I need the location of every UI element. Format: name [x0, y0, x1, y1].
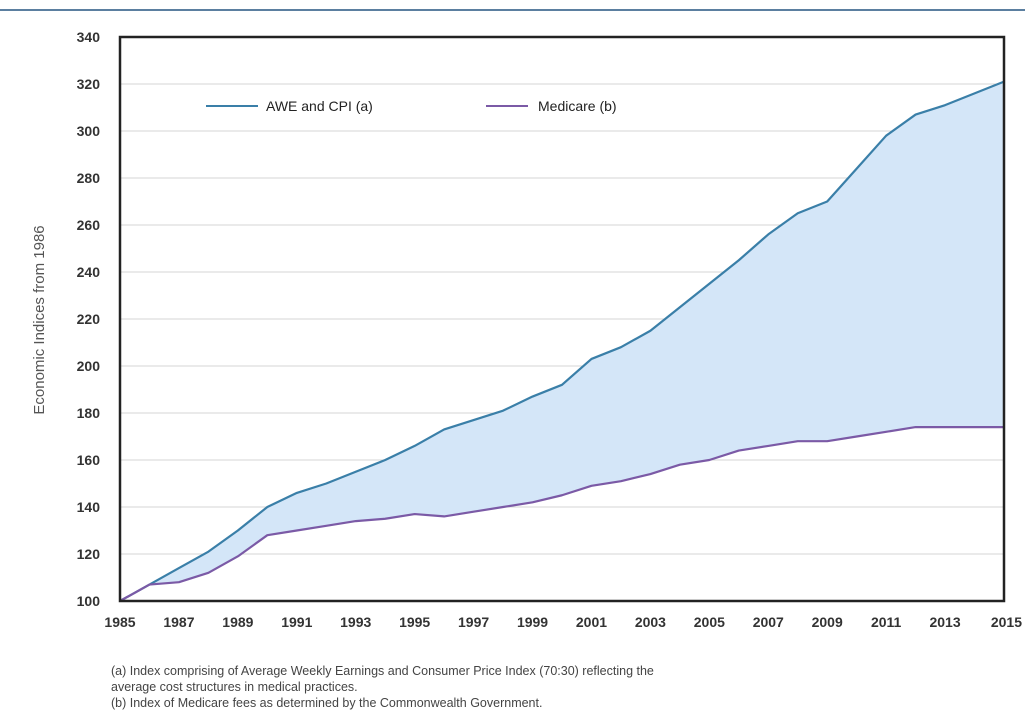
line-chart: 100 120 140 160 180 200 220 240 260 280 300 320 340 1… [31, 29, 1022, 630]
y-axis-label: Economic Indices from 1986 [31, 225, 48, 414]
y-tick-label: 240 [77, 264, 101, 280]
x-tick-label: 1989 [222, 614, 253, 630]
shaded-gap-area [120, 81, 1004, 601]
x-tick-label: 2015 [991, 614, 1022, 630]
series-line-medicare [119, 426, 1004, 602]
x-tick-label: 2007 [753, 614, 784, 630]
y-tick-label: 160 [77, 452, 101, 468]
x-tick-label: 1999 [517, 614, 548, 630]
x-tick-label: 2005 [694, 614, 725, 630]
top-divider [0, 9, 1025, 11]
x-tick-label: 2001 [576, 614, 607, 630]
footnotes: (a) Index comprising of Average Weekly E… [111, 663, 654, 711]
x-tick-label: 2013 [929, 614, 960, 630]
x-tick-label: 1991 [281, 614, 312, 630]
y-tick-label: 260 [77, 217, 101, 233]
legend-label-awe-cpi: AWE and CPI (a) [266, 98, 373, 114]
y-tick-label: 300 [77, 123, 101, 139]
y-tick-label: 140 [77, 499, 101, 515]
x-tick-label: 1995 [399, 614, 430, 630]
footnote-b: (b) Index of Medicare fees as determined… [111, 696, 543, 710]
plot-frame [118, 35, 1006, 603]
y-tick-label: 100 [77, 593, 101, 609]
y-tick-label: 180 [77, 405, 101, 421]
x-tick-label: 1993 [340, 614, 371, 630]
y-tick-label: 120 [77, 546, 101, 562]
legend-label-medicare: Medicare (b) [538, 98, 617, 114]
footnote-a-line2: average cost structures in medical pract… [111, 680, 358, 694]
y-tick-label: 280 [77, 170, 101, 186]
y-tick-label: 340 [77, 29, 101, 45]
x-tick-label: 1985 [104, 614, 135, 630]
footnote-a-line1: (a) Index comprising of Average Weekly E… [111, 664, 654, 678]
x-tick-label: 2011 [871, 614, 902, 630]
y-tick-label: 200 [77, 358, 101, 374]
y-tick-label: 220 [77, 311, 101, 327]
x-tick-label: 2009 [812, 614, 843, 630]
x-tick-label: 2003 [635, 614, 666, 630]
x-tick-label: 1987 [163, 614, 194, 630]
series-line-awe-cpi [119, 80, 1005, 602]
x-tick-label: 1997 [458, 614, 489, 630]
y-tick-label: 320 [77, 76, 101, 92]
